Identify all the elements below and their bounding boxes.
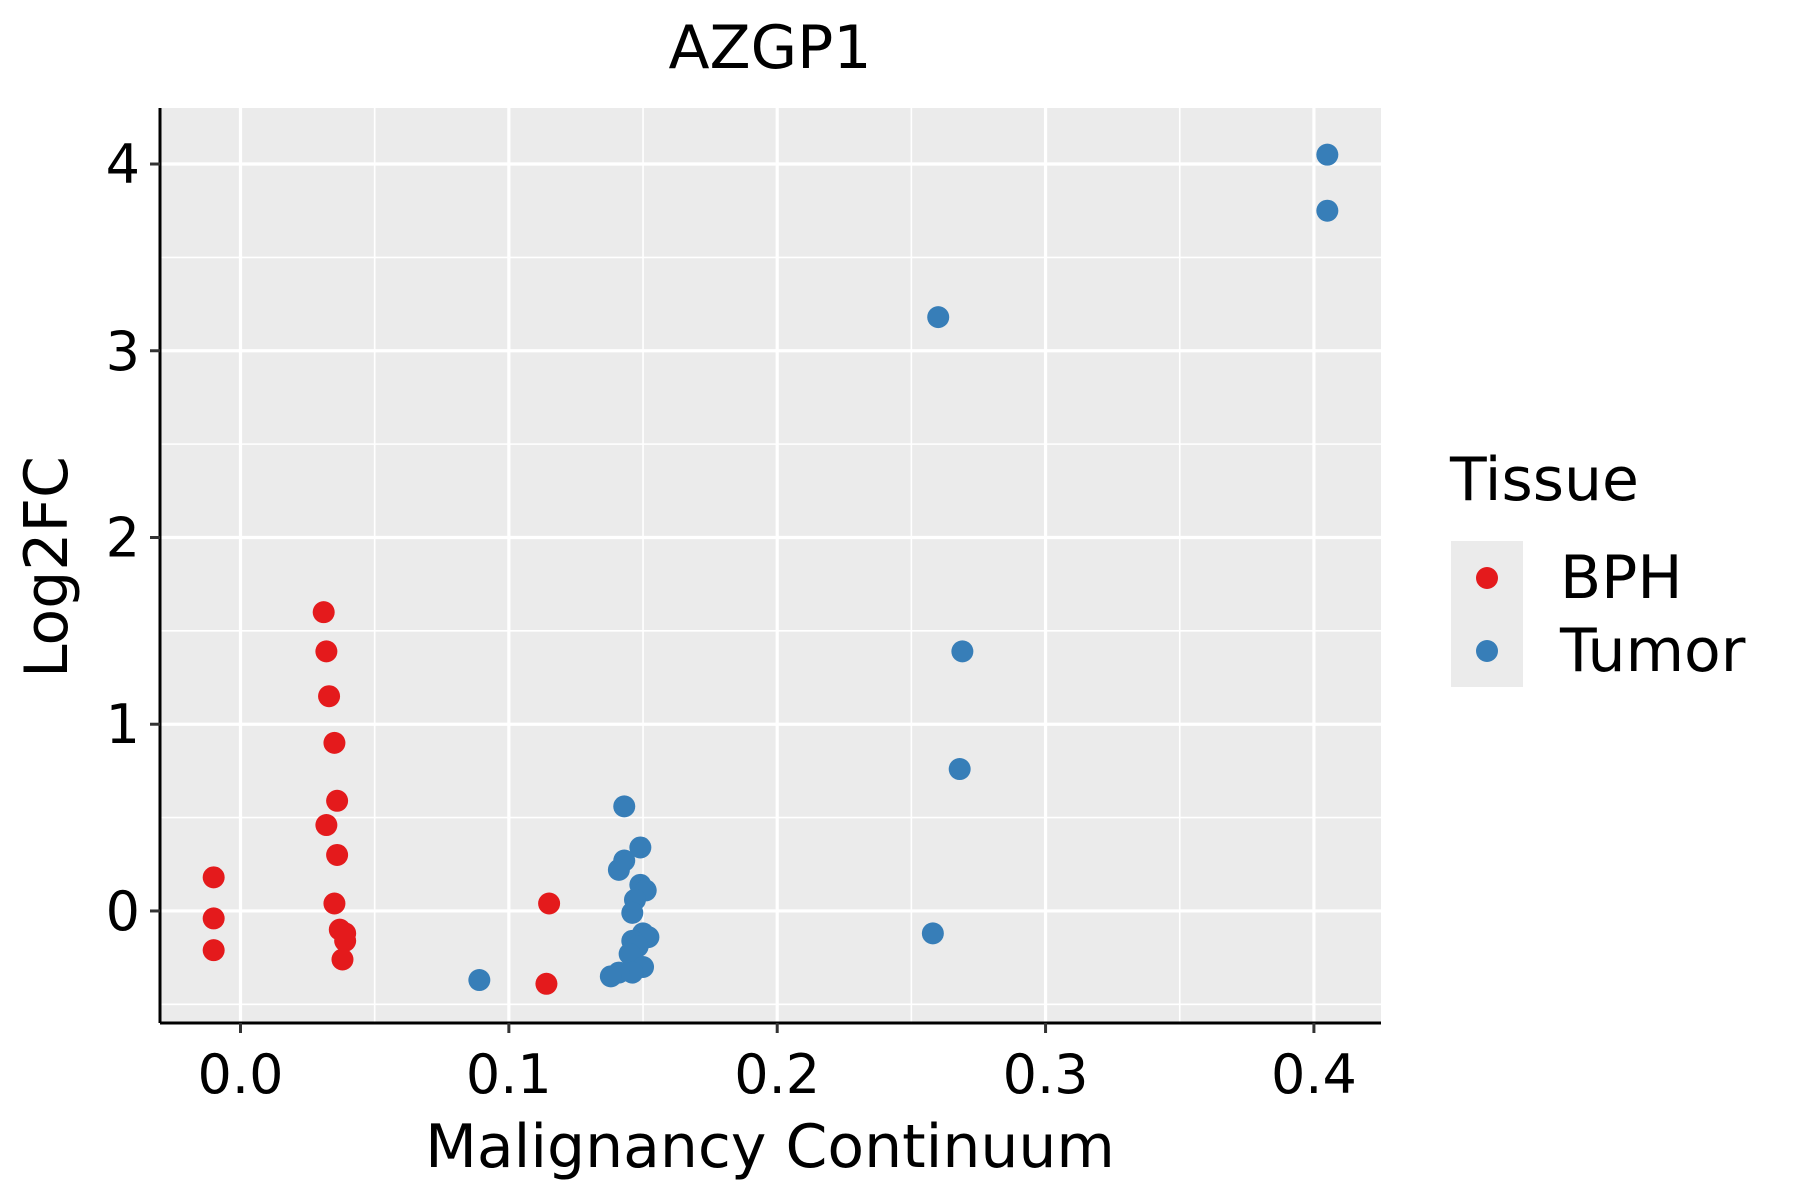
point-tumor <box>921 922 944 945</box>
point-tumor <box>948 758 971 781</box>
point-bph <box>202 939 225 962</box>
x-tick-label: 0.4 <box>1271 1043 1357 1106</box>
y-axis-label: Log2FC <box>12 456 82 678</box>
legend-label-tumor: Tumor <box>1559 616 1746 686</box>
x-tick-label: 0.0 <box>198 1043 284 1106</box>
legend-key-background <box>1451 541 1523 687</box>
y-axis-ticks: 0 1 2 3 4 <box>106 133 160 943</box>
y-tick-label: 3 <box>106 320 140 383</box>
point-tumor <box>599 965 622 988</box>
point-tumor <box>629 836 652 859</box>
y-tick-label: 4 <box>106 133 140 196</box>
point-tumor <box>468 969 491 992</box>
point-tumor <box>607 858 630 881</box>
point-bph <box>326 789 349 812</box>
y-tick-label: 2 <box>106 506 140 569</box>
legend-key-tumor <box>1476 640 1498 662</box>
point-bph <box>323 892 346 915</box>
point-tumor <box>613 795 636 818</box>
grid-minor <box>160 108 1381 1023</box>
legend-title: Tissue <box>1449 445 1639 515</box>
point-tumor <box>621 901 644 924</box>
point-bph <box>318 685 341 708</box>
point-tumor <box>1316 143 1339 166</box>
point-bph <box>326 843 349 866</box>
point-tumor <box>927 306 950 329</box>
legend-key-bph <box>1476 567 1498 589</box>
data-points <box>202 143 1339 995</box>
point-bph <box>202 866 225 889</box>
point-bph <box>538 892 561 915</box>
y-tick-label: 1 <box>106 693 140 756</box>
chart-title: AZGP1 <box>669 13 872 83</box>
point-bph <box>315 814 338 837</box>
x-axis-ticks: 0.0 0.1 0.2 0.3 0.4 <box>198 1023 1357 1106</box>
legend-label-bph: BPH <box>1560 543 1682 613</box>
x-tick-label: 0.1 <box>466 1043 552 1106</box>
point-bph <box>535 972 558 995</box>
x-tick-label: 0.3 <box>1003 1043 1089 1106</box>
point-bph <box>334 929 357 952</box>
x-tick-label: 0.2 <box>734 1043 820 1106</box>
grid-major <box>160 108 1381 1023</box>
point-bph <box>315 640 338 663</box>
point-bph <box>312 601 335 624</box>
point-bph <box>323 731 346 754</box>
plot-panel <box>160 108 1381 1023</box>
x-axis-label: Malignancy Continuum <box>425 1112 1115 1182</box>
y-tick-label: 0 <box>106 880 140 943</box>
point-tumor <box>951 640 974 663</box>
point-bph <box>202 907 225 930</box>
point-bph <box>331 948 354 971</box>
point-tumor <box>1316 199 1339 222</box>
